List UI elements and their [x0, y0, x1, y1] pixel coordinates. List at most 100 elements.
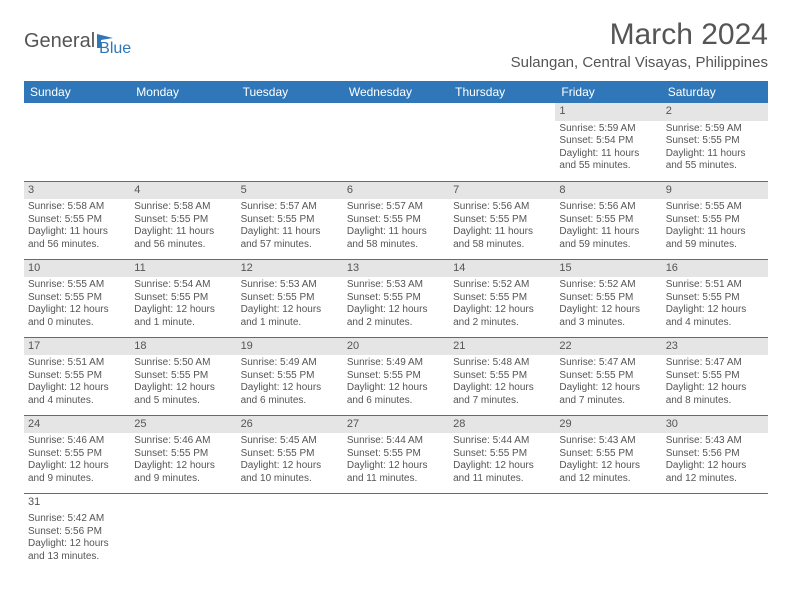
day-number: 29: [555, 416, 661, 434]
calendar-body: 1Sunrise: 5:59 AMSunset: 5:54 PMDaylight…: [24, 103, 768, 569]
sunrise-text: Sunrise: 5:54 AM: [134, 279, 232, 292]
calendar-cell: 19Sunrise: 5:49 AMSunset: 5:55 PMDayligh…: [237, 337, 343, 415]
calendar-cell-empty: [130, 103, 236, 181]
day-header-fri: Friday: [555, 81, 661, 103]
sunrise-text: Sunrise: 5:57 AM: [241, 201, 339, 214]
calendar-row: 24Sunrise: 5:46 AMSunset: 5:55 PMDayligh…: [24, 415, 768, 493]
sunrise-text: Sunrise: 5:58 AM: [134, 201, 232, 214]
sunrise-text: Sunrise: 5:57 AM: [347, 201, 445, 214]
day-number: 31: [24, 494, 130, 512]
day-number: 22: [555, 338, 661, 356]
calendar-cell-empty: [24, 103, 130, 181]
sunset-text: Sunset: 5:55 PM: [28, 370, 126, 383]
sunset-text: Sunset: 5:55 PM: [241, 448, 339, 461]
calendar-cell: 3Sunrise: 5:58 AMSunset: 5:55 PMDaylight…: [24, 181, 130, 259]
logo-text-blue: Blue: [99, 40, 131, 58]
day-number: 4: [130, 182, 236, 200]
sunset-text: Sunset: 5:54 PM: [559, 135, 657, 148]
daylight-text: Daylight: 12 hours and 12 minutes.: [666, 460, 764, 485]
daylight-text: Daylight: 12 hours and 3 minutes.: [559, 304, 657, 329]
sunset-text: Sunset: 5:55 PM: [666, 370, 764, 383]
calendar-cell: 26Sunrise: 5:45 AMSunset: 5:55 PMDayligh…: [237, 415, 343, 493]
day-number: 7: [449, 182, 555, 200]
day-number: 14: [449, 260, 555, 278]
sunrise-text: Sunrise: 5:49 AM: [241, 357, 339, 370]
sunset-text: Sunset: 5:55 PM: [453, 214, 551, 227]
calendar-row: 3Sunrise: 5:58 AMSunset: 5:55 PMDaylight…: [24, 181, 768, 259]
sunrise-text: Sunrise: 5:42 AM: [28, 513, 126, 526]
day-number: 27: [343, 416, 449, 434]
daylight-text: Daylight: 12 hours and 1 minute.: [241, 304, 339, 329]
sunrise-text: Sunrise: 5:59 AM: [666, 123, 764, 136]
daylight-text: Daylight: 11 hours and 58 minutes.: [453, 226, 551, 251]
day-number: 21: [449, 338, 555, 356]
day-number: 25: [130, 416, 236, 434]
daylight-text: Daylight: 11 hours and 55 minutes.: [666, 148, 764, 173]
calendar-row: 10Sunrise: 5:55 AMSunset: 5:55 PMDayligh…: [24, 259, 768, 337]
daylight-text: Daylight: 12 hours and 1 minute.: [134, 304, 232, 329]
sunset-text: Sunset: 5:55 PM: [134, 292, 232, 305]
sunrise-text: Sunrise: 5:47 AM: [559, 357, 657, 370]
calendar-table: Sunday Monday Tuesday Wednesday Thursday…: [24, 81, 768, 569]
day-number: 18: [130, 338, 236, 356]
daylight-text: Daylight: 11 hours and 58 minutes.: [347, 226, 445, 251]
sunset-text: Sunset: 5:55 PM: [347, 448, 445, 461]
sunset-text: Sunset: 5:55 PM: [347, 214, 445, 227]
calendar-cell: 15Sunrise: 5:52 AMSunset: 5:55 PMDayligh…: [555, 259, 661, 337]
sunset-text: Sunset: 5:55 PM: [241, 370, 339, 383]
sunrise-text: Sunrise: 5:56 AM: [453, 201, 551, 214]
calendar-cell: 18Sunrise: 5:50 AMSunset: 5:55 PMDayligh…: [130, 337, 236, 415]
calendar-cell: 4Sunrise: 5:58 AMSunset: 5:55 PMDaylight…: [130, 181, 236, 259]
daylight-text: Daylight: 12 hours and 2 minutes.: [347, 304, 445, 329]
sunrise-text: Sunrise: 5:58 AM: [28, 201, 126, 214]
calendar-cell: 14Sunrise: 5:52 AMSunset: 5:55 PMDayligh…: [449, 259, 555, 337]
sunrise-text: Sunrise: 5:45 AM: [241, 435, 339, 448]
day-number: 6: [343, 182, 449, 200]
daylight-text: Daylight: 12 hours and 4 minutes.: [666, 304, 764, 329]
day-number: 24: [24, 416, 130, 434]
sunset-text: Sunset: 5:55 PM: [241, 214, 339, 227]
calendar-cell: 17Sunrise: 5:51 AMSunset: 5:55 PMDayligh…: [24, 337, 130, 415]
calendar-cell: 30Sunrise: 5:43 AMSunset: 5:56 PMDayligh…: [662, 415, 768, 493]
sunset-text: Sunset: 5:56 PM: [28, 526, 126, 539]
day-number: 8: [555, 182, 661, 200]
sunrise-text: Sunrise: 5:56 AM: [559, 201, 657, 214]
day-header-tue: Tuesday: [237, 81, 343, 103]
calendar-cell: 21Sunrise: 5:48 AMSunset: 5:55 PMDayligh…: [449, 337, 555, 415]
daylight-text: Daylight: 11 hours and 56 minutes.: [28, 226, 126, 251]
sunset-text: Sunset: 5:55 PM: [559, 292, 657, 305]
calendar-cell: 27Sunrise: 5:44 AMSunset: 5:55 PMDayligh…: [343, 415, 449, 493]
calendar-cell: 8Sunrise: 5:56 AMSunset: 5:55 PMDaylight…: [555, 181, 661, 259]
sunrise-text: Sunrise: 5:44 AM: [347, 435, 445, 448]
logo: General Blue: [24, 24, 131, 58]
day-number: 5: [237, 182, 343, 200]
calendar-cell: 20Sunrise: 5:49 AMSunset: 5:55 PMDayligh…: [343, 337, 449, 415]
sunrise-text: Sunrise: 5:52 AM: [559, 279, 657, 292]
sunrise-text: Sunrise: 5:53 AM: [347, 279, 445, 292]
day-number: 10: [24, 260, 130, 278]
day-header-row: Sunday Monday Tuesday Wednesday Thursday…: [24, 81, 768, 103]
day-number: 2: [662, 103, 768, 121]
sunset-text: Sunset: 5:55 PM: [666, 292, 764, 305]
daylight-text: Daylight: 11 hours and 55 minutes.: [559, 148, 657, 173]
day-number: 28: [449, 416, 555, 434]
daylight-text: Daylight: 12 hours and 9 minutes.: [28, 460, 126, 485]
sunset-text: Sunset: 5:55 PM: [559, 214, 657, 227]
daylight-text: Daylight: 12 hours and 12 minutes.: [559, 460, 657, 485]
daylight-text: Daylight: 12 hours and 13 minutes.: [28, 538, 126, 563]
calendar-cell-empty: [237, 493, 343, 569]
day-number: 23: [662, 338, 768, 356]
calendar-cell: 1Sunrise: 5:59 AMSunset: 5:54 PMDaylight…: [555, 103, 661, 181]
daylight-text: Daylight: 11 hours and 57 minutes.: [241, 226, 339, 251]
calendar-cell-empty: [555, 493, 661, 569]
daylight-text: Daylight: 12 hours and 6 minutes.: [241, 382, 339, 407]
calendar-cell: 23Sunrise: 5:47 AMSunset: 5:55 PMDayligh…: [662, 337, 768, 415]
calendar-cell: 6Sunrise: 5:57 AMSunset: 5:55 PMDaylight…: [343, 181, 449, 259]
sunrise-text: Sunrise: 5:48 AM: [453, 357, 551, 370]
day-number: 1: [555, 103, 661, 121]
sunset-text: Sunset: 5:55 PM: [453, 370, 551, 383]
calendar-cell-empty: [662, 493, 768, 569]
day-header-mon: Monday: [130, 81, 236, 103]
calendar-cell: 12Sunrise: 5:53 AMSunset: 5:55 PMDayligh…: [237, 259, 343, 337]
calendar-row: 1Sunrise: 5:59 AMSunset: 5:54 PMDaylight…: [24, 103, 768, 181]
